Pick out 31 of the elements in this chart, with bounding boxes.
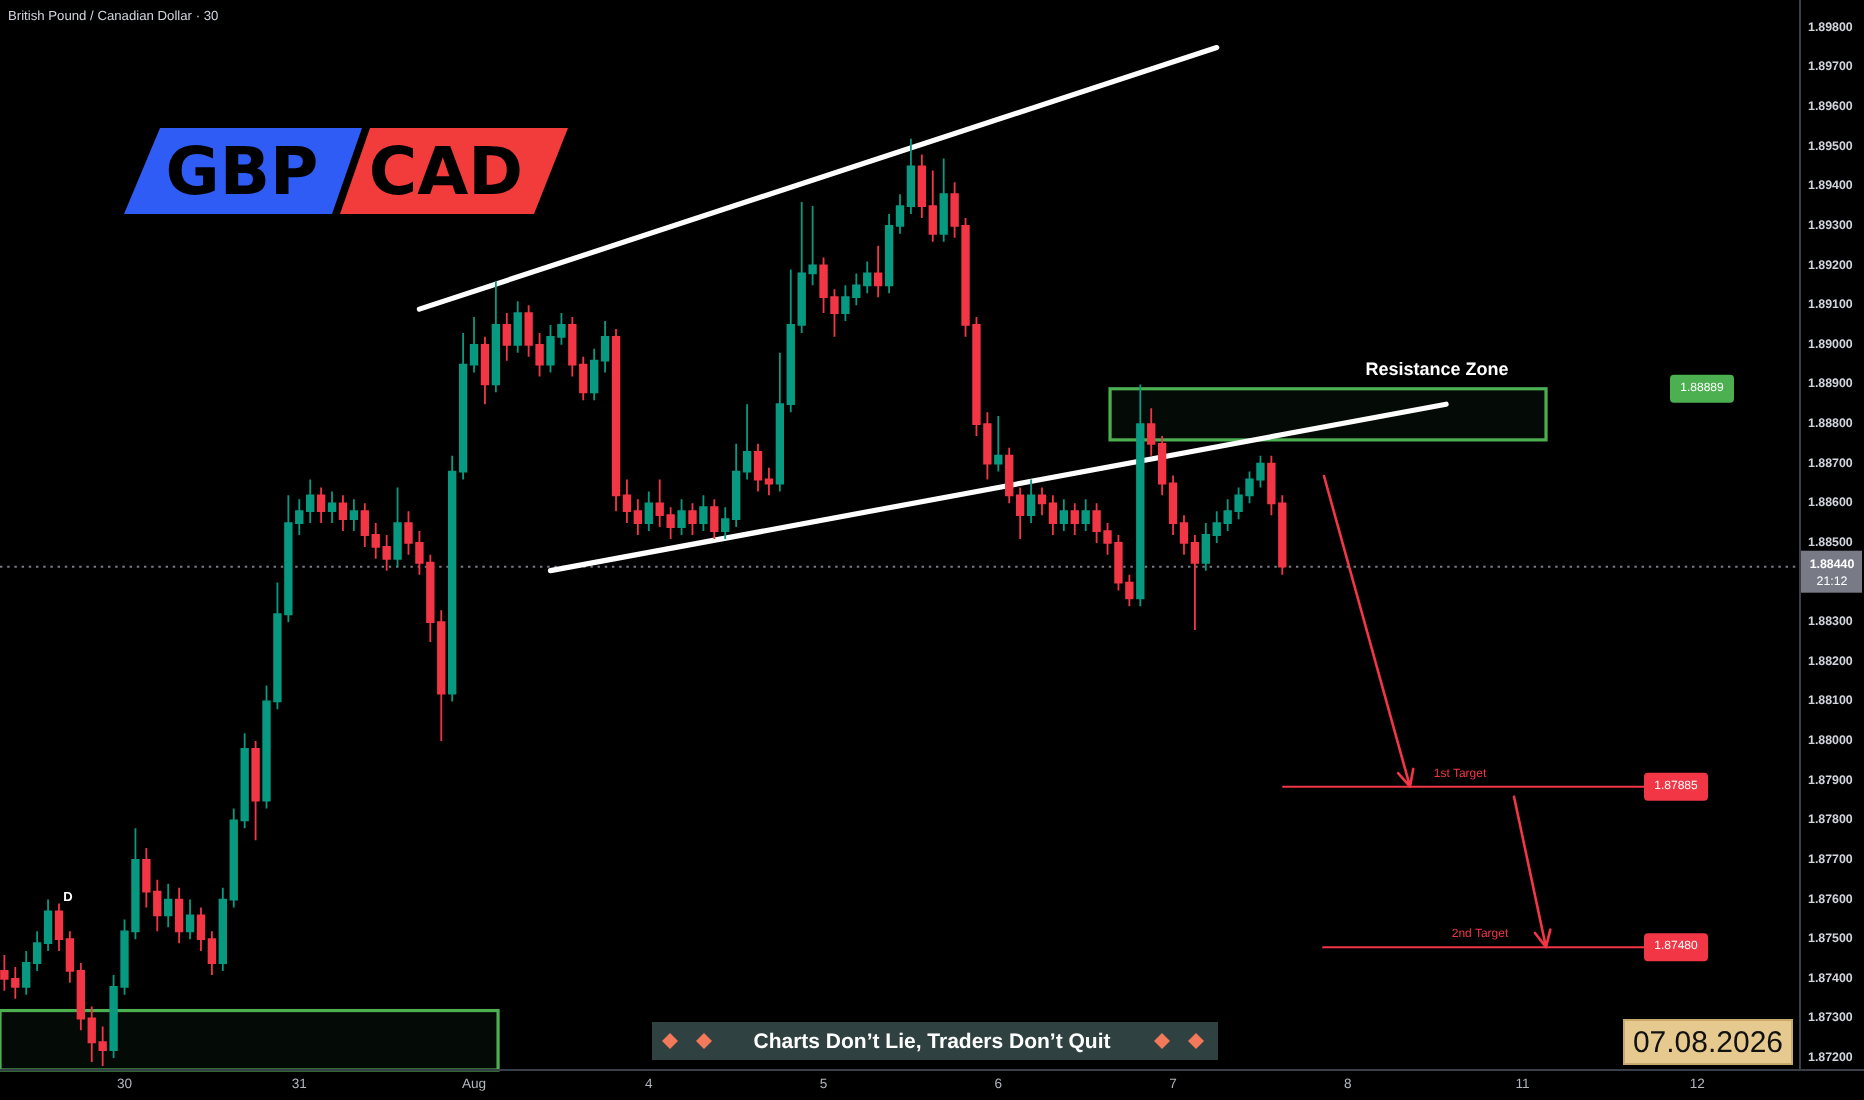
candlestick — [1081, 498, 1090, 532]
candlestick — [710, 498, 719, 540]
candlestick — [502, 312, 511, 362]
candlestick — [251, 740, 260, 842]
candlestick — [994, 415, 1003, 473]
candlestick — [1070, 502, 1079, 536]
candlestick — [1059, 498, 1069, 532]
candlestick — [393, 486, 402, 568]
candlestick — [644, 490, 653, 532]
annotation: CAD — [368, 132, 524, 210]
candlestick — [316, 486, 326, 525]
annotation: 07.08.2026 — [1632, 1026, 1784, 1060]
candlestick — [480, 335, 490, 406]
annotation: GBP — [165, 132, 319, 210]
candlestick — [185, 898, 195, 941]
candlestick — [513, 300, 522, 354]
candlestick — [873, 244, 883, 299]
candlestick — [164, 882, 173, 929]
candlestick — [677, 498, 686, 536]
candlestick — [338, 494, 348, 532]
candlestick — [1026, 478, 1036, 525]
candlestick — [491, 280, 501, 394]
candlestick — [939, 157, 948, 243]
candlestick — [174, 886, 184, 945]
candlestick — [1136, 383, 1145, 608]
candlestick — [699, 494, 708, 532]
candlestick — [688, 502, 697, 536]
candlestick — [327, 490, 337, 525]
candlestick — [349, 498, 359, 532]
band-label: Resistance Zone — [1365, 358, 1509, 379]
annotation: Charts Don’t Lie, Traders Don’t Quit — [753, 1030, 1112, 1054]
